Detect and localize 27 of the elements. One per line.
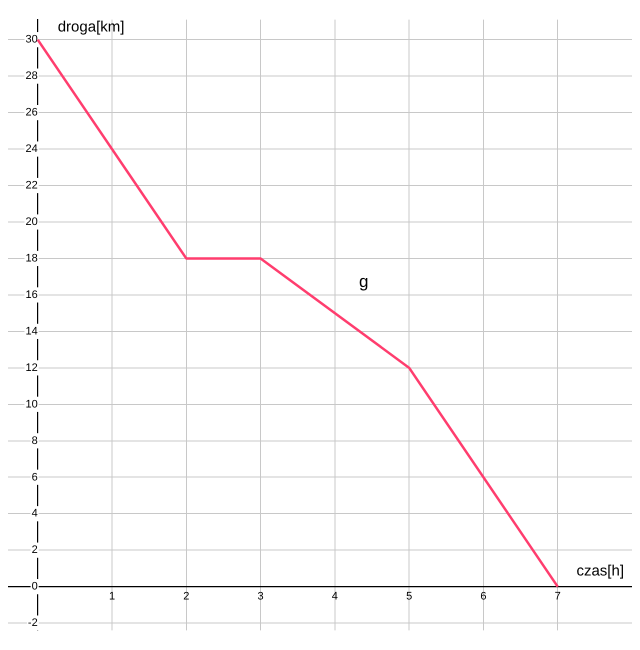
annotation: g — [358, 272, 368, 291]
y-tick-label: 14 — [25, 325, 38, 338]
y-tick-label: -2 — [28, 617, 38, 630]
y-tick-label: 12 — [25, 362, 38, 374]
x-tick-label: 3 — [258, 590, 264, 602]
y-tick-label: 4 — [32, 508, 38, 520]
y-tick-label: 20 — [25, 216, 38, 228]
y-tick-label: 28 — [25, 70, 38, 82]
x-tick-label: 5 — [406, 590, 412, 602]
x-tick-label: 6 — [480, 590, 486, 602]
y-tick-label: 10 — [25, 398, 38, 410]
x-axis-title: czas[h] — [576, 562, 624, 580]
y-axis-title: droga[km] — [58, 18, 124, 36]
y-tick-label: 30 — [25, 34, 38, 46]
y-tick-label: 8 — [32, 434, 38, 447]
y-tick-label: 2 — [32, 544, 38, 556]
y-tick-label: 26 — [25, 106, 38, 119]
x-tick-label: 4 — [332, 590, 338, 602]
y-tick-label: 18 — [25, 252, 38, 264]
x-tick-label: 7 — [554, 590, 561, 602]
x-tick-label: 2 — [183, 590, 190, 602]
y-tick-label: 24 — [25, 143, 38, 156]
y-tick-label: 22 — [25, 180, 38, 192]
x-tick-label: 1 — [108, 590, 116, 602]
y-tick-label: 16 — [25, 288, 38, 301]
y-tick-label: 6 — [32, 471, 38, 484]
y-tick-label: 0 — [32, 580, 38, 593]
